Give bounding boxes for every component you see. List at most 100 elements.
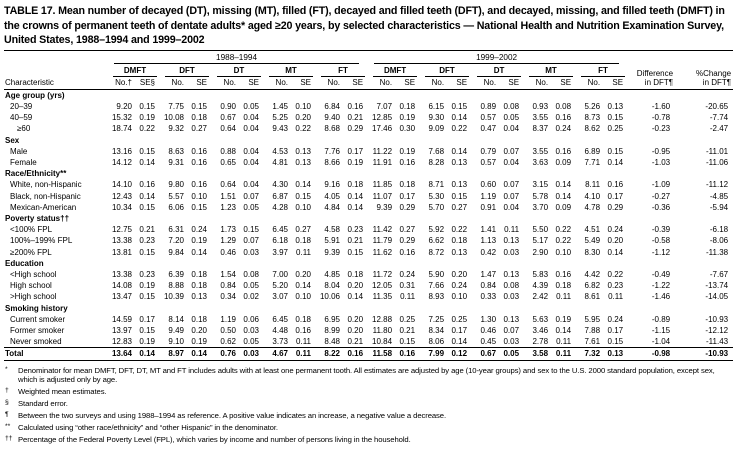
subcol-header: SE xyxy=(450,76,474,90)
cell xyxy=(606,89,629,101)
cell xyxy=(675,89,733,101)
cell: 1.19 xyxy=(480,191,497,201)
cell xyxy=(190,89,213,101)
cell xyxy=(346,89,369,101)
row-label: Mexican-American xyxy=(10,202,77,212)
cell xyxy=(242,303,265,314)
table-row: Current smoker 14.59 0.17 8.14 0.18 1.19 0.06 6… xyxy=(4,314,733,325)
cell: 0.23 xyxy=(139,270,155,280)
cell: 0.47 xyxy=(480,124,497,134)
cell: 0.24 xyxy=(451,281,468,291)
cell xyxy=(473,213,502,224)
cell: -1.04 xyxy=(651,337,671,347)
cell: 0.84 xyxy=(220,281,236,291)
cell xyxy=(450,258,473,269)
cell xyxy=(161,168,190,179)
cell: 0.46 xyxy=(220,247,236,257)
cell: 8.63 xyxy=(168,146,184,156)
cell: 0.19 xyxy=(139,281,155,291)
cell xyxy=(502,168,525,179)
cell xyxy=(369,258,398,269)
cell: 6.82 xyxy=(584,281,601,291)
cell: 0.16 xyxy=(607,180,624,190)
cell: 8.61 xyxy=(584,292,601,302)
cell: 8.11 xyxy=(585,180,601,190)
cell: 0.17 xyxy=(451,326,468,336)
cell: 0.15 xyxy=(139,292,155,302)
cell: -1.60 xyxy=(651,101,671,111)
subcol-header: No. xyxy=(525,76,555,90)
cell: 3.73 xyxy=(272,337,288,347)
table-row: Female 14.12 0.14 9.31 0.16 0.65 0.04 4.81 0.13 8… xyxy=(4,157,733,168)
subcol-header: No. xyxy=(577,76,607,90)
cell: 0.14 xyxy=(347,191,364,201)
cell: 0.90 xyxy=(220,101,236,111)
cell: 0.22 xyxy=(139,124,155,134)
cell: 5.49 xyxy=(584,236,601,246)
cell xyxy=(161,135,190,146)
cell xyxy=(525,168,554,179)
cell: -1.46 xyxy=(651,292,671,302)
cell: 3.63 xyxy=(532,158,549,167)
row-label: <100% FPL xyxy=(10,225,53,235)
cell: 4.67 xyxy=(265,347,294,361)
cell: 6.62 xyxy=(428,236,445,246)
cell: 0.10 xyxy=(295,101,311,111)
cell xyxy=(450,213,473,224)
cell xyxy=(398,135,421,146)
cell: 8.30 xyxy=(584,247,601,257)
cell: 14.12 xyxy=(111,158,132,167)
cell: 4.42 xyxy=(584,270,601,280)
cell xyxy=(346,258,369,269)
cell: 0.17 xyxy=(139,314,155,324)
cell: 0.10 xyxy=(451,292,468,302)
cell: 1.13 xyxy=(480,236,497,246)
row-label: Race/Ethnicity** xyxy=(5,169,67,179)
cell: 11.80 xyxy=(372,326,393,336)
cell: 0.14 xyxy=(138,347,161,361)
cell xyxy=(161,213,190,224)
cell xyxy=(629,89,675,101)
cell: 7.71 xyxy=(584,158,601,167)
cell: 0.24 xyxy=(555,124,572,134)
cell xyxy=(525,213,554,224)
cell: 7.07 xyxy=(376,101,393,111)
table-row: Race/Ethnicity** xyxy=(4,168,733,179)
cell: 11.58 xyxy=(369,347,399,361)
cell xyxy=(398,213,421,224)
cell: 4.10 xyxy=(584,191,601,201)
cell: 1.30 xyxy=(480,314,497,324)
cell: 0.15 xyxy=(347,247,364,257)
cell xyxy=(109,258,138,269)
cell: -13.74 xyxy=(705,281,729,291)
cell xyxy=(525,135,554,146)
cell xyxy=(606,303,629,314)
cell: 8.37 xyxy=(532,124,549,134)
cell: 7.61 xyxy=(584,337,601,347)
cell xyxy=(450,168,473,179)
document-page: TABLE 17. Mean number of decayed (DT), m… xyxy=(4,5,734,444)
cell: 0.16 xyxy=(191,146,207,156)
cell: 0.14 xyxy=(451,113,468,123)
cell: 12.83 xyxy=(111,337,132,347)
cell: 0.15 xyxy=(191,202,207,212)
cell: 1.45 xyxy=(272,101,288,111)
cell: 0.07 xyxy=(503,180,520,190)
cell: 0.18 xyxy=(399,180,416,190)
cell xyxy=(369,213,398,224)
cell xyxy=(421,258,450,269)
row-label: 20–39 xyxy=(10,101,33,111)
cell: 0.03 xyxy=(503,247,520,257)
measure-header-row: DMFT DFT DT MT FT DMFT DFT DT MT FT xyxy=(4,64,733,77)
footnote: ¶ Between the two surveys and using 1988–… xyxy=(5,411,733,420)
cell: 5.20 xyxy=(272,281,288,291)
cell: 5.78 xyxy=(532,191,549,201)
table-row: Smoking history xyxy=(4,303,733,314)
cell: -4.85 xyxy=(709,191,729,201)
footnote-text: Denominator for mean DMFT, DFT, DT, MT a… xyxy=(18,365,715,385)
cell: 0.20 xyxy=(295,270,311,280)
table-row: High school 14.08 0.19 8.88 0.18 0.84 0.05 5.20… xyxy=(4,280,733,291)
cell: 7.88 xyxy=(584,326,601,336)
cell xyxy=(369,303,398,314)
cell xyxy=(109,213,138,224)
